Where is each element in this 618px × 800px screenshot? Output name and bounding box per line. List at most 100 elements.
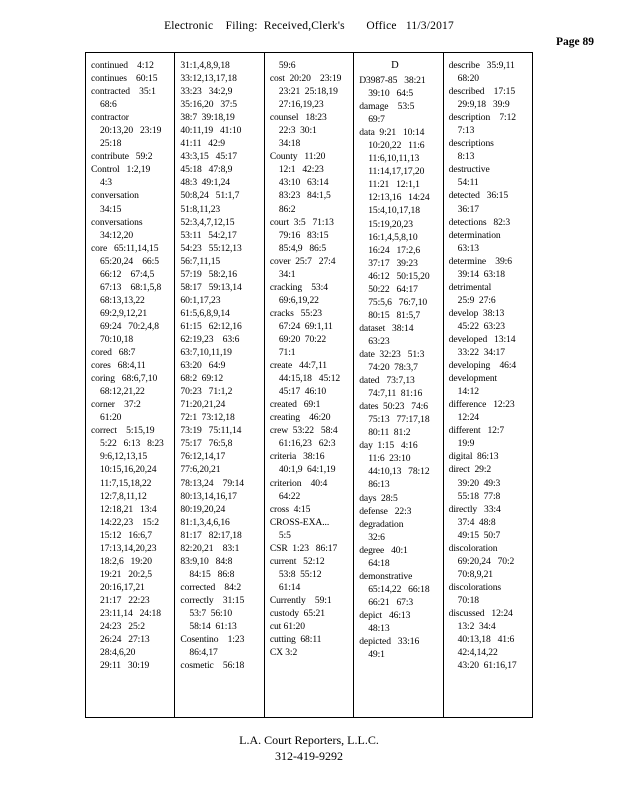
index-entry-continuation: 16:1,4,5,8,10 [368, 231, 418, 243]
index-entry-continuation: 58:14 61:13 [189, 621, 237, 633]
index-entry-continuation: 18:2,6 19:20 [100, 555, 152, 567]
index-entry: corrected 84:2 [180, 581, 242, 593]
index-entry-continuation: 69:2,9,12,21 [100, 307, 148, 319]
index-entry-continuation: 71:1 [278, 347, 296, 359]
index-entry-continuation: 4:3 [100, 177, 112, 189]
index-entry: cracks 55:23 [269, 307, 322, 319]
index-entry: 56:7,11,15 [180, 255, 221, 267]
index-entry-continuation: 69:20,24 70:2 [457, 555, 515, 567]
index-entry-continuation: 39:14 63:18 [457, 268, 505, 280]
index-entry: 53:11 54:2,17 [180, 229, 237, 241]
index-entry: cored 68:7 [91, 347, 136, 359]
index-entry: 60:1,17,23 [180, 294, 221, 306]
index-entry: developed 13:14 [448, 333, 516, 345]
index-entry-continuation: 12:18,21 13:4 [100, 503, 157, 515]
index-entry: develop 38:13 [448, 307, 505, 319]
index-entry: depict 46:13 [359, 609, 411, 621]
index-entry-continuation: 39:10 64:5 [368, 88, 414, 100]
index-entry: created 69:1 [269, 399, 321, 411]
index-entry: 76:12,14,17 [180, 451, 226, 463]
index-entry: 41:11 42:9 [180, 138, 225, 150]
index-column: 59:6 cost 20:20 23:19 23:21 25:18,19 27:16,… [265, 53, 355, 717]
index-entry-continuation: 17:13,14,20,23 [100, 542, 157, 554]
index-entry-continuation: 59:6 [278, 60, 296, 71]
index-entry-continuation: 14:12 [457, 386, 479, 398]
index-entry: criteria 38:16 [269, 451, 325, 463]
index-entry-continuation: 11:21 12:1,1 [368, 179, 420, 191]
index-entry: dataset 38:14 [359, 322, 414, 334]
index-entry-continuation: 70:18 [457, 594, 479, 606]
index-entry: 72:1 73:12,18 [180, 412, 235, 424]
index-entry-continuation: 69:24 70:2,4,8 [100, 320, 159, 332]
index-entry-continuation: 15:19,20,23 [368, 218, 413, 230]
index-entry-continuation: 66:12 67:4,5 [100, 268, 155, 280]
index-entry-continuation: 70:10,18 [100, 333, 134, 345]
index-entry: criterion 40:4 [269, 477, 328, 489]
index-entry: discolorations [448, 581, 502, 593]
index-entry: cost 20:20 23:19 [269, 73, 342, 85]
index-entry: counsel 18:23 [269, 112, 327, 124]
index-entry: 51:8,11,23 [180, 203, 221, 215]
index-entry-continuation: 53:8 55:12 [278, 568, 322, 580]
index-entry: cores 68:4,11 [91, 360, 146, 372]
index-entry: creating 46:20 [269, 412, 331, 424]
index-entry: contribute 59:2 [91, 151, 153, 163]
index-entry-continuation: 9:6,12,13,15 [100, 451, 148, 463]
index-table: continued 4:12 continues 60:15 contracted … [85, 52, 533, 718]
index-entry: corner 37:2 [91, 399, 141, 411]
index-entry-continuation: 43:10 63:14 [278, 177, 329, 189]
index-entry-continuation: 11:6,10,11,13 [368, 153, 420, 165]
index-entry: court 3:5 71:13 [269, 216, 334, 228]
index-entry-continuation: 55:18 77:8 [457, 490, 501, 502]
index-entry-continuation: 19:9 [457, 438, 475, 450]
index-entry: 57:19 58:2,16 [180, 268, 238, 280]
index-entry: create 44:7,11 [269, 360, 327, 372]
index-entry: D3987-85 38:21 [359, 75, 426, 86]
index-entry: Control 1:2,19 [91, 164, 151, 176]
index-entry: custody 65:21 [269, 607, 325, 619]
index-entry-continuation: 44:10,13 78:12 [368, 466, 430, 478]
index-entry: dated 73:7,13 [359, 375, 415, 387]
index-column: describe 35:9,11 68:20 described 17:15 29:9… [444, 53, 532, 717]
index-entry-continuation: 40:1,9 64:1,19 [278, 464, 336, 476]
index-entry: difference 12:23 [448, 399, 515, 411]
index-entry: detrimental [448, 281, 492, 293]
index-entry-continuation: 10:15,16,20,24 [100, 464, 157, 476]
index-entry: direct 29:2 [448, 464, 492, 476]
index-entry: 33:23 34:2,9 [180, 86, 233, 98]
index-entry-continuation: 28:4,6,20 [100, 647, 136, 659]
index-entry: 52:3,4,7,12,15 [180, 216, 235, 228]
index-entry-continuation: 68:6 [100, 99, 117, 111]
index-entry: directly 33:4 [448, 503, 501, 515]
index-entry-continuation: 11:6 23:10 [368, 453, 411, 465]
index-entry-continuation: 20:16,17,21 [100, 581, 145, 593]
index-entry: 61:5,6,8,9,14 [180, 307, 230, 319]
index-entry-continuation: 37:4 48:8 [457, 516, 496, 528]
index-entry: core 65:11,14,15 [91, 242, 159, 254]
index-entry-continuation: 46:12 50:15,20 [368, 270, 430, 282]
index-entry-continuation: 15:12 16:6,7 [100, 529, 152, 541]
index-entry: days 28:5 [359, 492, 398, 504]
index-entry: Currently 59:1 [269, 594, 332, 606]
index-entry-continuation: 65:20,24 66:5 [100, 255, 159, 267]
index-entry-continuation: 66:21 67:3 [368, 596, 414, 608]
index-entry-continuation: 74:7,11 81:16 [368, 388, 423, 400]
index-entry-continuation: 64:22 [278, 490, 301, 502]
index-entry: 80:19,20,24 [180, 503, 226, 515]
index-entry: 33:12,13,17,18 [180, 73, 237, 85]
index-entry-continuation: 37:17 39:23 [368, 257, 418, 269]
index-entry: County 11:20 [269, 151, 326, 163]
index-entry: 45:18 47:8,9 [180, 164, 233, 176]
index-entry: degree 40:1 [359, 544, 408, 556]
index-entry-continuation: 36:17 [457, 203, 479, 215]
index-entry-continuation: 74:20 78:3,7 [368, 362, 418, 374]
index-entry-continuation: 25:18 [100, 138, 122, 150]
index-entry-continuation: 12:7,8,11,12 [100, 490, 147, 502]
index-entry: determine 39:6 [448, 255, 512, 267]
index-entry: different 12:7 [448, 425, 505, 437]
index-entry-continuation: 10:20,22 11:6 [368, 140, 425, 152]
index-entry-continuation: 12:1 42:23 [278, 164, 324, 176]
index-entry: 40:11,19 41:10 [180, 125, 242, 137]
index-entry-continuation: 85:4,9 86:5 [278, 242, 327, 254]
index-entry: 31:1,4,8,9,18 [180, 60, 230, 71]
